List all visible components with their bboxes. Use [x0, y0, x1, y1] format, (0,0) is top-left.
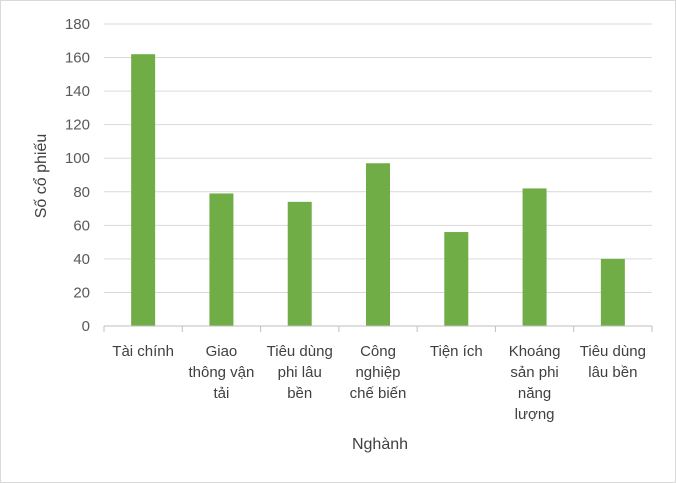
- x-tick-label-line: bền: [287, 385, 312, 402]
- y-tick-label: 0: [82, 318, 90, 335]
- y-tick-label: 40: [73, 251, 90, 268]
- x-tick-label: Tài chính: [112, 343, 174, 360]
- x-tick-label: Tiêu dùng lâu bền: [580, 343, 646, 381]
- bar: [131, 54, 156, 326]
- x-tick-label: Giao thông vận tải: [188, 343, 254, 402]
- x-tick-label-line: Giao: [206, 343, 238, 360]
- x-axis-title: Nghành: [352, 436, 408, 453]
- x-tick-label-line: phi lâu: [278, 364, 322, 381]
- y-tick-label: 120: [65, 117, 90, 134]
- x-tick-label-line: năng: [518, 385, 551, 402]
- x-tick-label-line: lượng: [515, 406, 555, 423]
- x-tick-label: Khoáng sản phi năng lượng: [509, 343, 561, 423]
- x-tick-label: Tiện ích: [430, 343, 483, 360]
- x-tick-label: Tiêu dùng phi lâu bền: [267, 343, 333, 402]
- x-tick-label-line: Tài chính: [112, 343, 174, 360]
- x-tick-label-line: Tiêu dùng: [267, 343, 333, 360]
- x-tick-label: Công nghiệp chế biến: [350, 343, 407, 402]
- y-tick-label: 80: [73, 184, 90, 201]
- y-tick-label: 180: [65, 16, 90, 33]
- bar: [600, 258, 625, 326]
- y-axis-title: Số cổ phiếu: [32, 134, 50, 219]
- x-tick-label-line: Công: [360, 343, 396, 360]
- bar: [522, 188, 547, 326]
- x-tick-label-line: chế biến: [350, 385, 407, 402]
- axes: [103, 325, 653, 332]
- x-tick-label-line: sản phi: [510, 364, 558, 381]
- bar: [287, 201, 312, 326]
- y-tick-label: 160: [65, 50, 90, 67]
- labels: 0 20 40 60 80 100 120 140 160 180 Tài chính Giao thô…: [65, 16, 646, 423]
- x-tick-label-line: thông vận: [188, 364, 254, 381]
- y-tick-label: 60: [73, 217, 90, 234]
- gridlines: [104, 23, 652, 293]
- bars: [131, 54, 625, 326]
- y-tick-label: 20: [73, 284, 90, 301]
- bar: [366, 163, 390, 326]
- bar: [444, 232, 469, 326]
- x-tick-label-line: nghiệp: [355, 364, 400, 381]
- x-tick-label-line: Tiện ích: [430, 343, 483, 360]
- bar: [209, 193, 234, 326]
- y-tick-label: 100: [65, 150, 90, 167]
- x-tick-label-line: lâu bền: [588, 364, 637, 381]
- y-tick-label: 140: [65, 83, 90, 100]
- x-tick-label-line: tải: [214, 385, 230, 402]
- x-tick-label-line: Khoáng: [509, 343, 561, 360]
- x-tick-label-line: Tiêu dùng: [580, 343, 646, 360]
